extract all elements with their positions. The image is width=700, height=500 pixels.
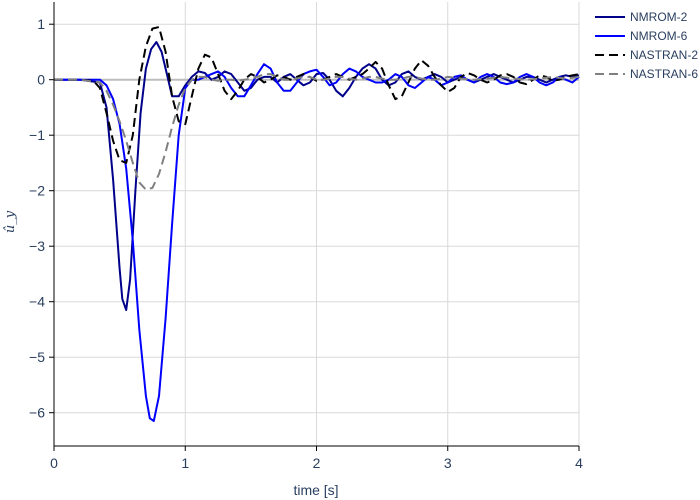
series-line-nastran-2 <box>54 26 580 164</box>
x-tick-label: 0 <box>50 455 58 471</box>
series-line-nastran-6 <box>54 73 580 191</box>
series-line-nmrom-2 <box>54 41 580 311</box>
y-tick-label: −3 <box>29 238 45 254</box>
legend-label: NMROM-6 <box>630 29 688 43</box>
x-tick-label: 4 <box>575 455 583 471</box>
series-lines <box>54 26 580 422</box>
x-tick-labels: 0 1 2 3 4 <box>50 455 583 471</box>
y-tick-label: 0 <box>37 72 45 88</box>
y-axis-title: û_y <box>3 210 18 233</box>
legend-label: NASTRAN-2 <box>630 48 698 62</box>
y-tick-label: −5 <box>29 349 45 365</box>
x-tick-label: 3 <box>444 455 452 471</box>
y-tick-label: −1 <box>29 127 45 143</box>
y-tick-label: −2 <box>29 183 45 199</box>
legend-item-nastran-6[interactable]: NASTRAN-6 <box>595 67 698 81</box>
legend[interactable]: NMROM-2 NMROM-6 NASTRAN-2 NASTRAN-6 <box>595 10 698 81</box>
x-tick-label: 2 <box>313 455 321 471</box>
legend-item-nastran-2[interactable]: NASTRAN-2 <box>595 48 698 62</box>
legend-item-nmrom-6[interactable]: NMROM-6 <box>595 29 688 43</box>
legend-label: NASTRAN-6 <box>630 67 698 81</box>
y-tick-labels: 1 0 −1 −2 −3 −4 −5 −6 <box>29 16 45 421</box>
y-tick-label: 1 <box>37 16 45 32</box>
x-tick-label: 1 <box>181 455 189 471</box>
y-tick-label: −4 <box>29 294 45 310</box>
axes <box>49 2 580 451</box>
x-axis-title: time [s] <box>293 482 338 498</box>
y-tick-label: −6 <box>29 405 45 421</box>
legend-item-nmrom-2[interactable]: NMROM-2 <box>595 10 688 24</box>
legend-label: NMROM-2 <box>630 10 688 24</box>
